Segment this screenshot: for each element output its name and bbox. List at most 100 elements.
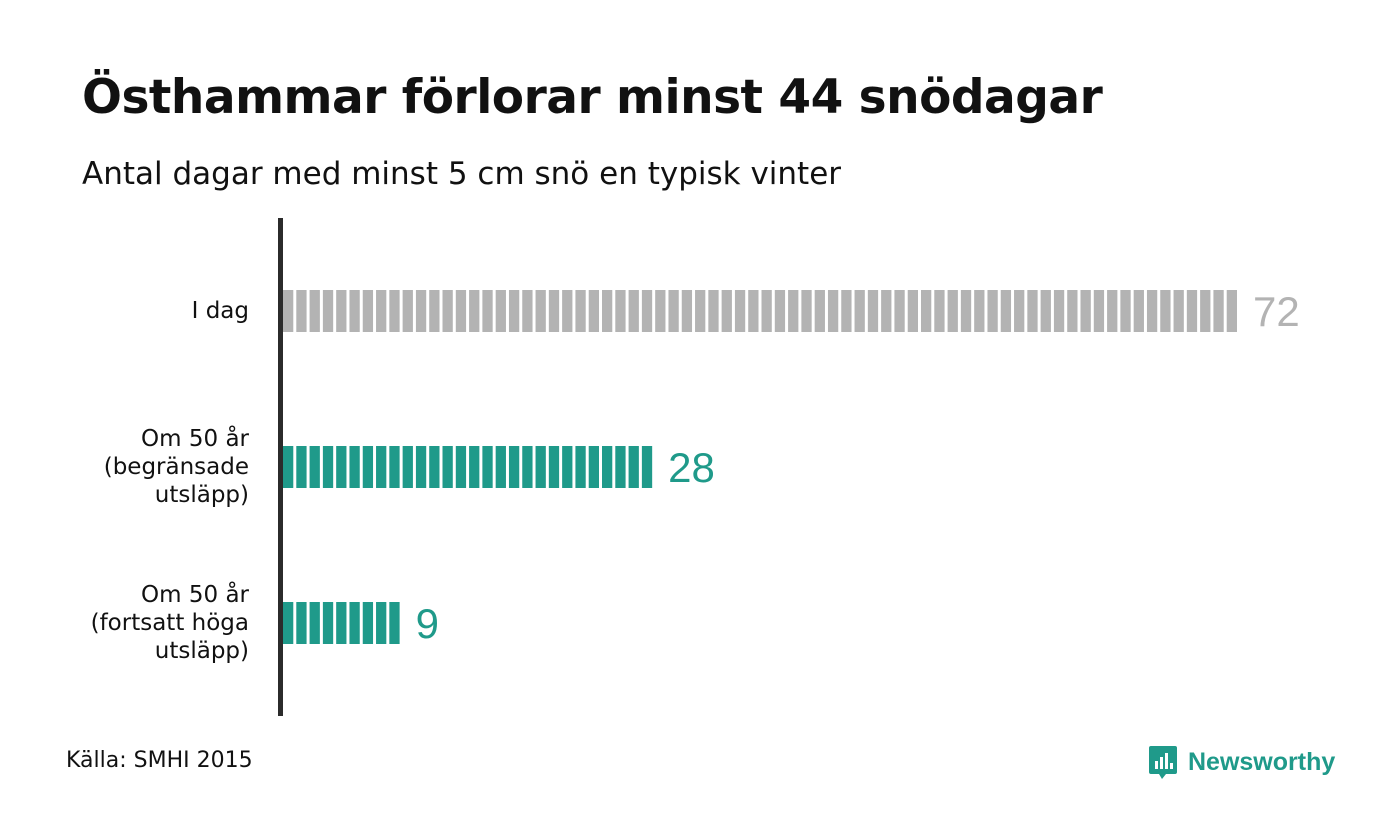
value-label: 72 <box>1253 288 1300 335</box>
bar-segment <box>655 290 666 332</box>
bar-segment <box>1146 290 1158 332</box>
bar-segment <box>1133 290 1144 332</box>
bar-segment <box>522 290 533 332</box>
bar-segment <box>1226 290 1237 332</box>
bar-segment <box>628 290 639 332</box>
bar-segment <box>867 290 879 332</box>
bar-segment <box>748 290 759 332</box>
bar-segment <box>389 290 400 332</box>
bar-segment <box>774 290 786 332</box>
bar-segment <box>508 290 520 332</box>
bar-segment <box>668 290 679 332</box>
category-label-line: (fortsatt höga <box>90 610 249 636</box>
category-label-line: (begränsade <box>103 454 249 480</box>
bar-segment <box>602 290 613 332</box>
bar-segment <box>296 290 307 332</box>
category-label-line: utsläpp) <box>154 482 249 508</box>
category-label-line: I dag <box>191 298 249 324</box>
bar-segment <box>442 290 453 332</box>
bar-segment <box>960 290 972 332</box>
bar-segment <box>788 290 799 332</box>
newsworthy-logo-text: Newsworthy <box>1188 747 1336 776</box>
bar-segment <box>1160 290 1171 332</box>
bar-2 <box>283 446 653 488</box>
bar-segment <box>376 446 387 488</box>
bar-segment <box>934 290 945 332</box>
bar-segment <box>841 290 852 332</box>
bar-segment <box>1067 290 1078 332</box>
bar-segment <box>402 446 413 488</box>
bar-segment <box>415 290 427 332</box>
chart-title: Östhammar förlorar minst 44 snödagar <box>82 70 1103 125</box>
bar-segment <box>575 446 586 488</box>
bar-segment <box>1186 290 1198 332</box>
bar-segment <box>548 290 560 332</box>
bar-segment <box>469 290 480 332</box>
bar-segment <box>469 446 480 488</box>
bar-segment <box>681 290 693 332</box>
bar-segment <box>535 290 546 332</box>
bar-segment <box>309 446 320 488</box>
bar-segment <box>296 602 307 644</box>
category-label: Om 50 år (fortsatt höga utsläpp) <box>9 581 249 665</box>
bar-segment <box>602 446 613 488</box>
bar-segment <box>376 290 387 332</box>
bar-segment <box>482 446 493 488</box>
bar-segment <box>588 446 599 488</box>
bar-segment <box>336 446 347 488</box>
bar-segment <box>548 446 560 488</box>
bar-segment <box>881 290 892 332</box>
bar-segment <box>1213 290 1224 332</box>
bar-segment <box>695 290 706 332</box>
bar-1 <box>283 290 1237 332</box>
bar-segment <box>628 446 639 488</box>
bar-segment <box>349 446 360 488</box>
bar-segment <box>495 290 506 332</box>
bar-segment <box>1080 290 1091 332</box>
bar-segment <box>615 290 626 332</box>
bar-segment <box>827 290 839 332</box>
bar-segment <box>442 446 453 488</box>
bar-segment <box>734 290 746 332</box>
bar-segment <box>721 290 732 332</box>
bar-segment <box>854 290 865 332</box>
bar-segment <box>402 290 413 332</box>
bar-segment <box>562 446 573 488</box>
bar-segment <box>641 446 653 488</box>
value-label: 9 <box>416 600 439 647</box>
chart-subtitle: Antal dagar med minst 5 cm snö en typisk… <box>82 156 842 192</box>
bar-segment <box>362 446 374 488</box>
bar-segment <box>455 290 467 332</box>
bar-segment <box>1014 290 1025 332</box>
bar-segment <box>309 602 320 644</box>
bar-segment <box>894 290 905 332</box>
bar-segment <box>947 290 958 332</box>
bar-segment <box>761 290 772 332</box>
bar-segment <box>283 290 294 332</box>
bar-segment <box>1093 290 1105 332</box>
bar-segment <box>987 290 998 332</box>
bar-segment <box>1120 290 1131 332</box>
bar-segment <box>1027 290 1038 332</box>
bar-segment <box>389 602 400 644</box>
newsworthy-logo: Newsworthy <box>1148 744 1335 780</box>
bar-segment <box>495 446 506 488</box>
source-note: Källa: SMHI 2015 <box>66 748 253 773</box>
bar-segment <box>296 446 307 488</box>
bar-segment <box>615 446 626 488</box>
bar-segment <box>801 290 812 332</box>
bar-segment <box>641 290 653 332</box>
bar-3 <box>283 602 400 644</box>
bar-segment <box>283 446 294 488</box>
bar-segment <box>1040 290 1051 332</box>
bar-segment <box>362 602 374 644</box>
bar-segment <box>974 290 985 332</box>
bar-segment <box>1200 290 1211 332</box>
bar-segment <box>455 446 467 488</box>
bar-segment <box>708 290 719 332</box>
bar-segment <box>535 446 546 488</box>
bar-segment <box>921 290 932 332</box>
bar-segment <box>482 290 493 332</box>
bar-segment <box>1000 290 1012 332</box>
